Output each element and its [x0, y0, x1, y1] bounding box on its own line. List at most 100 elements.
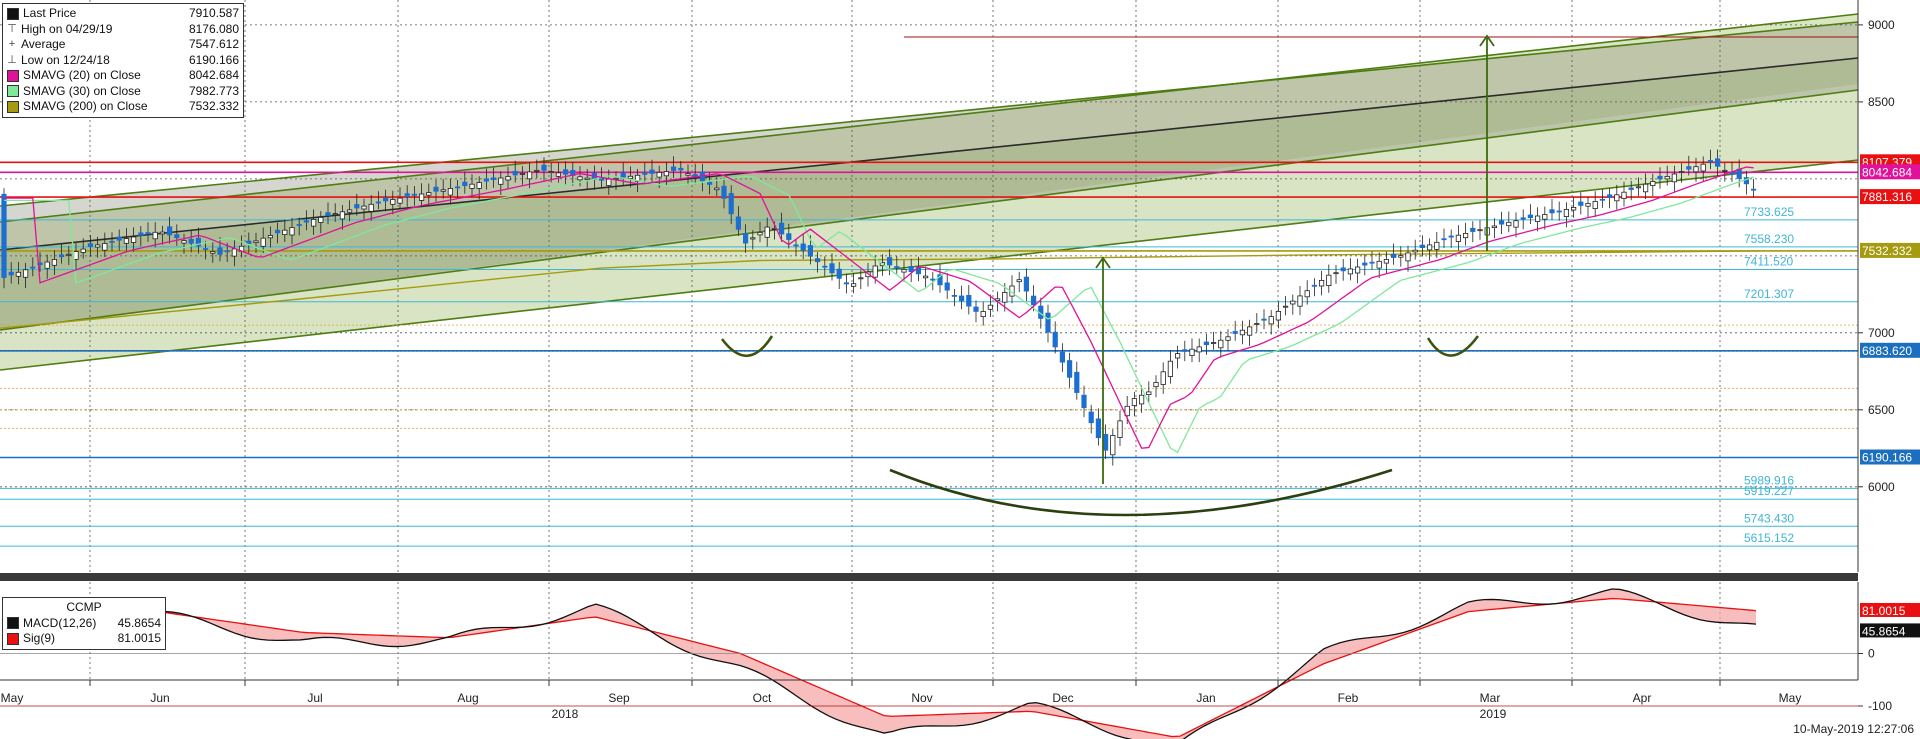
candle-body [44, 261, 50, 269]
candle-body [1232, 331, 1238, 334]
legend-label: Low on 12/24/18 [21, 52, 110, 67]
price-legend: Last Price 7910.587 ⊤ High on 04/29/19 8176.… [2, 3, 244, 118]
x-tick-label: Jan [1196, 691, 1215, 705]
candle-body [1139, 394, 1145, 405]
legend-value: 45.8654 [117, 615, 161, 630]
candle-body [1254, 323, 1260, 325]
candle-body [15, 271, 22, 277]
candle-body [1427, 244, 1433, 251]
candle-body [1499, 220, 1505, 225]
candle-body [1556, 210, 1562, 213]
legend-glyph: ⊤ [7, 22, 17, 35]
candle-body [310, 218, 317, 227]
x-tick-label: Aug [457, 691, 478, 705]
signal-line [11, 597, 1757, 738]
candle-body [1592, 200, 1598, 209]
candle-body [1643, 183, 1649, 193]
candle-body [800, 243, 806, 251]
candle-body [80, 248, 86, 253]
candle-body [476, 182, 482, 189]
candle-body [1304, 290, 1310, 298]
candle-body [109, 240, 115, 243]
candle-body [1002, 291, 1008, 303]
candle-body [30, 266, 36, 269]
candle-body [1578, 201, 1584, 206]
candle-body [1283, 305, 1289, 308]
candle-body [1225, 336, 1231, 341]
candle-body [980, 311, 986, 317]
level-label: 7881.316 [1862, 190, 1912, 204]
candle-body [1419, 244, 1425, 249]
candle-body [1081, 394, 1087, 409]
candle-body [447, 187, 454, 196]
y-tick-label: 9000 [1868, 18, 1895, 32]
candle-body [1434, 241, 1440, 250]
candle-body [289, 227, 295, 236]
candle-body [1355, 266, 1361, 274]
candle-body [901, 268, 907, 273]
candle-body [973, 306, 979, 312]
x-tick-label: Mar [1480, 691, 1501, 705]
candle-body [145, 232, 151, 235]
candle-body [1751, 188, 1757, 191]
candle-body [1326, 274, 1332, 287]
candle-body [195, 237, 201, 247]
candle-body [8, 271, 14, 276]
legend-row: MACD(12,26) 45.8654 [7, 616, 161, 632]
candle-body [1441, 238, 1447, 241]
candle-body [1383, 258, 1389, 264]
candle-body [851, 283, 857, 287]
candle-body [1333, 272, 1339, 275]
level-label-box [1860, 449, 1920, 465]
candle-body [1362, 262, 1368, 266]
candle-body [1715, 158, 1721, 167]
legend-swatch [7, 632, 19, 645]
candle-body [469, 183, 475, 189]
sig-value-label: 81.0015 [1862, 604, 1906, 618]
candle-body [1196, 346, 1202, 353]
candle-body [397, 197, 403, 204]
candle-body [937, 274, 943, 286]
candle-body [1398, 255, 1404, 258]
candle-body [1520, 217, 1526, 220]
candle-body [1247, 326, 1253, 336]
legend-value: 81.0015 [117, 631, 161, 645]
candle-body [764, 226, 770, 238]
legend-row: ⊥ Low on 12/24/18 6190.166 [7, 53, 239, 69]
x-tick-label: Feb [1338, 691, 1359, 705]
level-label: 6190.166 [1862, 451, 1912, 465]
candle-body [563, 169, 569, 175]
candle-body [462, 181, 468, 187]
candle-body [807, 245, 814, 257]
candle-body [858, 277, 864, 280]
candle-body [1031, 295, 1037, 306]
candle-body [1549, 209, 1555, 214]
candle-body [908, 266, 914, 272]
candle-body [822, 265, 828, 268]
candle-body [1707, 160, 1713, 163]
candle-body [123, 238, 129, 244]
candle-body [282, 229, 288, 235]
year-label: 2018 [552, 707, 579, 721]
candle-body [1182, 349, 1188, 352]
legend-label: High on 04/29/19 [21, 21, 113, 36]
candle-body [224, 250, 230, 253]
candle-body [354, 204, 360, 209]
candle-body [498, 177, 504, 185]
candle-body [1059, 351, 1065, 363]
x-tick-label: Dec [1052, 691, 1073, 705]
macd-legend: CCMP MACD(12,26) 45.8654 Sig(9) 81.0015 [2, 597, 166, 650]
candle-body [1448, 235, 1454, 238]
candle-body [296, 224, 302, 226]
candle-body [1679, 171, 1685, 174]
candle-body [267, 235, 274, 239]
candle-body [793, 244, 799, 247]
candle-body [217, 247, 223, 255]
candle-body [1275, 310, 1281, 321]
legend-row: Sig(9) 81.0015 [7, 631, 161, 647]
cup-arc [889, 468, 1393, 517]
candle-body [1650, 181, 1656, 186]
level-label: 5989.916 [1744, 473, 1794, 487]
candle-body [1513, 220, 1519, 228]
legend-label: SMAVG (20) on Close [23, 68, 141, 82]
